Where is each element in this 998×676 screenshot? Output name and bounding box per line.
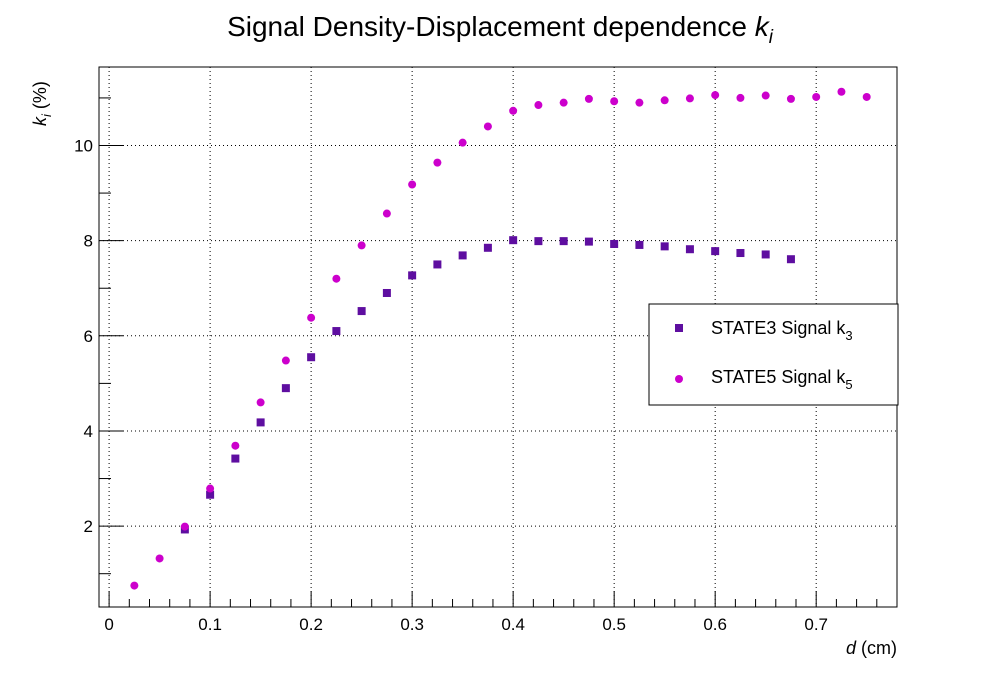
data-point-state5 bbox=[180, 522, 189, 531]
x-tick-label: 0.2 bbox=[299, 615, 323, 634]
y-axis-label-symbol: k bbox=[30, 116, 50, 126]
data-point-state3 bbox=[408, 271, 417, 280]
data-point-state5 bbox=[256, 398, 265, 407]
x-tick-label: 0 bbox=[104, 615, 113, 634]
legend-label-state3-sub: 3 bbox=[845, 328, 852, 343]
data-point-state3 bbox=[736, 249, 745, 258]
data-point-state5 bbox=[408, 180, 417, 189]
data-point-state3 bbox=[307, 353, 316, 362]
data-point-state5 bbox=[155, 554, 164, 563]
y-axis-label: ki (%) bbox=[30, 81, 54, 126]
data-point-state5 bbox=[685, 94, 694, 103]
data-point-state3 bbox=[559, 237, 568, 246]
y-tick-label: 2 bbox=[84, 517, 93, 536]
data-point-state5 bbox=[584, 94, 593, 103]
data-series bbox=[130, 87, 871, 590]
data-point-state5 bbox=[130, 581, 139, 590]
data-point-state5 bbox=[332, 274, 341, 283]
data-point-state5 bbox=[837, 87, 846, 96]
data-point-state5 bbox=[786, 94, 795, 103]
x-tick-label: 0.3 bbox=[400, 615, 424, 634]
data-point-state3 bbox=[610, 239, 619, 248]
y-tick-label: 8 bbox=[84, 232, 93, 251]
legend-label-state5-sub: 5 bbox=[845, 377, 852, 392]
data-point-state3 bbox=[382, 288, 391, 297]
data-point-state5 bbox=[509, 106, 518, 115]
data-point-state3 bbox=[332, 327, 341, 336]
data-point-state3 bbox=[685, 245, 694, 254]
chart-title-symbol: k bbox=[755, 11, 771, 42]
data-point-state5 bbox=[635, 98, 644, 107]
data-point-state3 bbox=[433, 260, 442, 269]
data-point-state3 bbox=[786, 255, 795, 264]
x-tick-label: 0.5 bbox=[602, 615, 626, 634]
x-axis-label-symbol: d bbox=[846, 638, 857, 658]
data-point-state3 bbox=[483, 243, 492, 252]
data-point-state5 bbox=[382, 209, 391, 218]
legend-entry-state3: STATE3 Signal k3 bbox=[711, 318, 853, 343]
data-point-state5 bbox=[610, 97, 619, 106]
axes: 0 0.1 0.2 0.3 0.4 0.5 0.6 0.7 2 4 6 8 10 bbox=[74, 97, 898, 634]
x-tick-label: 0.1 bbox=[198, 615, 222, 634]
x-tick-label: 0.4 bbox=[501, 615, 525, 634]
data-point-state3 bbox=[281, 384, 290, 393]
x-tick-label: 0.7 bbox=[804, 615, 828, 634]
data-point-state5 bbox=[281, 356, 290, 365]
data-point-state5 bbox=[357, 241, 366, 250]
data-point-state5 bbox=[483, 122, 492, 131]
y-tick-label: 6 bbox=[84, 327, 93, 346]
chart-title-symbol-sub: i bbox=[769, 27, 774, 48]
x-axis-label: d (cm) bbox=[846, 638, 897, 658]
y-axis-label-symbol-sub: i bbox=[39, 113, 54, 117]
data-point-state5 bbox=[862, 92, 871, 101]
data-point-state5 bbox=[736, 93, 745, 102]
data-point-state3 bbox=[509, 236, 518, 245]
data-point-state3 bbox=[660, 242, 669, 251]
data-point-state5 bbox=[761, 91, 770, 100]
legend-marker-state5 bbox=[675, 375, 683, 383]
y-tick-label: 4 bbox=[84, 422, 93, 441]
data-point-state5 bbox=[433, 158, 442, 167]
data-point-state5 bbox=[307, 313, 316, 322]
y-tick-label: 10 bbox=[74, 137, 93, 156]
x-axis-label-unit: (cm) bbox=[861, 638, 897, 658]
chart-title: Signal Density-Displacement dependence k… bbox=[227, 11, 774, 48]
data-point-state3 bbox=[711, 247, 720, 256]
data-point-state3 bbox=[458, 251, 467, 260]
y-axis-label-unit: (%) bbox=[30, 81, 50, 109]
data-point-state3 bbox=[584, 237, 593, 246]
chart-title-text: Signal Density-Displacement dependence bbox=[227, 11, 747, 42]
legend-marker-state3 bbox=[675, 324, 683, 332]
data-point-state3 bbox=[761, 250, 770, 259]
data-point-state3 bbox=[534, 237, 543, 246]
data-point-state5 bbox=[534, 101, 543, 110]
legend-box bbox=[648, 303, 899, 406]
data-point-state5 bbox=[458, 138, 467, 147]
data-point-state3 bbox=[357, 307, 366, 316]
legend: STATE3 Signal k3 STATE5 Signal k5 bbox=[648, 303, 899, 406]
data-point-state3 bbox=[256, 418, 265, 427]
legend-label-state5: STATE5 Signal k bbox=[711, 367, 846, 387]
x-tick-label: 0.6 bbox=[703, 615, 727, 634]
data-point-state3 bbox=[635, 240, 644, 249]
legend-label-state3: STATE3 Signal k bbox=[711, 318, 846, 338]
data-point-state3 bbox=[206, 490, 215, 499]
data-point-state5 bbox=[711, 91, 720, 100]
data-point-state5 bbox=[231, 441, 240, 450]
data-point-state5 bbox=[206, 484, 215, 493]
legend-entry-state5: STATE5 Signal k5 bbox=[711, 367, 853, 392]
data-point-state5 bbox=[559, 98, 568, 107]
data-point-state5 bbox=[812, 92, 821, 101]
data-point-state5 bbox=[660, 96, 669, 105]
data-point-state3 bbox=[231, 454, 240, 463]
grid bbox=[99, 67, 897, 607]
